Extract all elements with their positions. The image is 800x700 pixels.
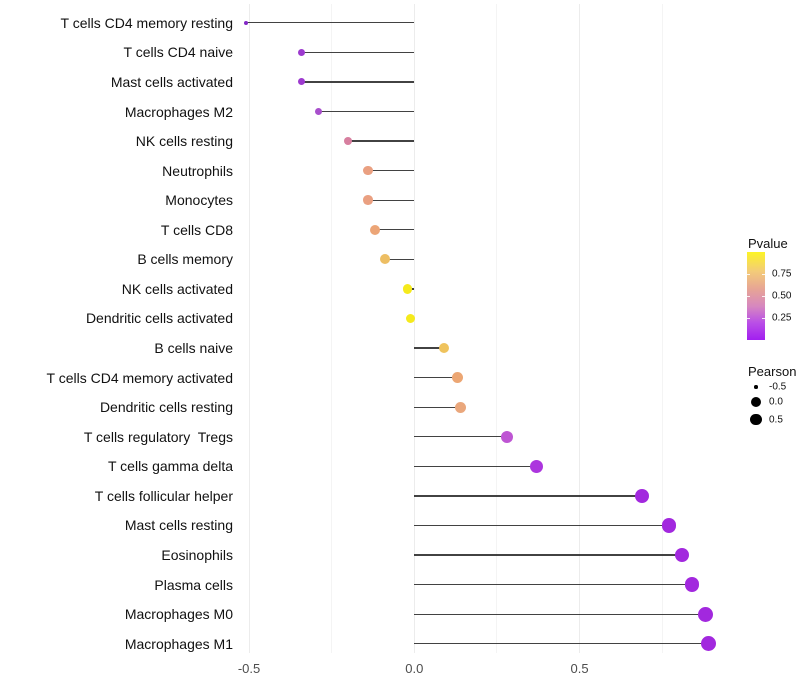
pvalue-tick-notch	[762, 274, 765, 275]
lollipop-stem	[414, 554, 682, 556]
row-label: Neutrophils	[162, 162, 233, 179]
lollipop-stem	[414, 406, 461, 408]
row-label: T cells CD4 naive	[123, 44, 233, 61]
lollipop-dot	[369, 224, 380, 235]
row-label: Macrophages M0	[124, 606, 233, 623]
lollipop-dot	[438, 342, 450, 354]
x-tick-label: 0.0	[405, 661, 424, 676]
lollipop-stem	[414, 643, 709, 645]
lollipop-dot	[314, 107, 323, 116]
lollipop-dot	[379, 254, 390, 265]
row-label: T cells CD4 memory activated	[46, 369, 233, 386]
lollipop-stem	[414, 495, 643, 497]
row-label: Mast cells activated	[110, 73, 233, 90]
lollipop-dot	[363, 195, 373, 205]
lollipop-stem	[301, 81, 415, 83]
lollipop-stem	[414, 613, 706, 615]
row-label: Plasma cells	[154, 576, 233, 593]
pearson-legend-label: 0.5	[769, 414, 783, 425]
pvalue-tick-notch	[747, 318, 750, 319]
lollipop-stem	[368, 170, 415, 172]
lollipop-dot	[243, 20, 248, 25]
lollipop-stem	[245, 22, 415, 24]
row-label: B cells memory	[137, 251, 233, 268]
row-label: T cells CD8	[160, 221, 233, 238]
pearson-legend-dot	[750, 413, 762, 426]
row-label: Eosinophils	[161, 547, 233, 564]
pvalue-tick-label: 0.25	[772, 312, 792, 324]
lollipop-stem	[384, 258, 415, 260]
pearson-legend-label: -0.5	[769, 381, 787, 393]
lollipop-dot	[635, 488, 650, 503]
lollipop-stem	[414, 347, 445, 349]
lollipop-dot	[700, 636, 716, 652]
row-label: Mast cells resting	[124, 517, 233, 534]
lollipop-stem	[318, 110, 415, 113]
lollipop-stem	[414, 436, 507, 438]
x-tick-label: 0.5	[570, 661, 589, 676]
lollipop-dot	[697, 606, 713, 622]
lollipop-dot	[530, 459, 544, 473]
lollipop-dot	[661, 518, 677, 533]
lollipop-dot	[500, 430, 513, 443]
row-label: NK cells resting	[135, 133, 233, 150]
lollipop-stem	[414, 524, 669, 527]
lollipop-dot	[684, 577, 700, 592]
lollipop-stem	[374, 229, 415, 231]
row-label: T cells follicular helper	[94, 487, 233, 504]
row-label: T cells gamma delta	[107, 458, 233, 475]
lollipop-stem	[414, 376, 458, 379]
pearson-legend-dot	[754, 385, 758, 389]
row-label: T cells CD4 memory resting	[60, 14, 233, 31]
pvalue-tick-notch	[747, 274, 750, 275]
row-label: T cells regulatory Tregs	[83, 428, 233, 445]
row-label: B cells naive	[154, 340, 233, 357]
gridline-x-0.5	[579, 4, 581, 653]
pearson-legend-label: 0.0	[769, 396, 783, 407]
lollipop-stem	[348, 140, 415, 142]
lollipop-dot	[402, 284, 413, 294]
lollipop-dot	[455, 401, 467, 413]
gridline-x--0.5	[248, 4, 250, 653]
lollipop-stem	[414, 465, 537, 467]
row-label: NK cells activated	[121, 280, 233, 297]
lollipop-dot	[363, 165, 373, 176]
lollipop-dot	[451, 372, 463, 384]
row-label: Macrophages M1	[124, 635, 233, 652]
lollipop-dot	[406, 314, 416, 323]
row-label: Dendritic cells resting	[99, 399, 233, 416]
pvalue-tick-notch	[747, 296, 750, 297]
row-label: Macrophages M2	[124, 103, 233, 120]
lollipop-dot	[343, 136, 353, 146]
x-tick-label: -0.5	[237, 661, 261, 676]
row-label: Monocytes	[165, 192, 233, 209]
pvalue-gradient-bar	[747, 252, 765, 340]
lollipop-stem	[301, 51, 415, 54]
pvalue-legend-title: Pvalue	[748, 236, 788, 251]
gridline-x--0.25	[331, 4, 333, 653]
gridline-x-0.75	[661, 4, 663, 653]
lollipop-dot	[298, 48, 306, 56]
pearson-legend-title: Pearson	[748, 364, 797, 379]
lollipop-dot	[298, 78, 306, 86]
gridline-x-0	[413, 4, 415, 653]
pvalue-tick-label: 0.50	[772, 290, 792, 302]
pvalue-tick-notch	[762, 296, 765, 297]
lollipop-dot	[674, 547, 690, 563]
gridline-x-0.25	[496, 4, 498, 653]
pvalue-tick-label: 0.75	[772, 268, 792, 280]
row-label: Dendritic cells activated	[85, 310, 233, 327]
pearson-legend-dot	[751, 396, 761, 407]
pvalue-tick-notch	[762, 318, 765, 319]
lollipop-stem	[414, 583, 692, 586]
lollipop-stem	[368, 199, 415, 201]
